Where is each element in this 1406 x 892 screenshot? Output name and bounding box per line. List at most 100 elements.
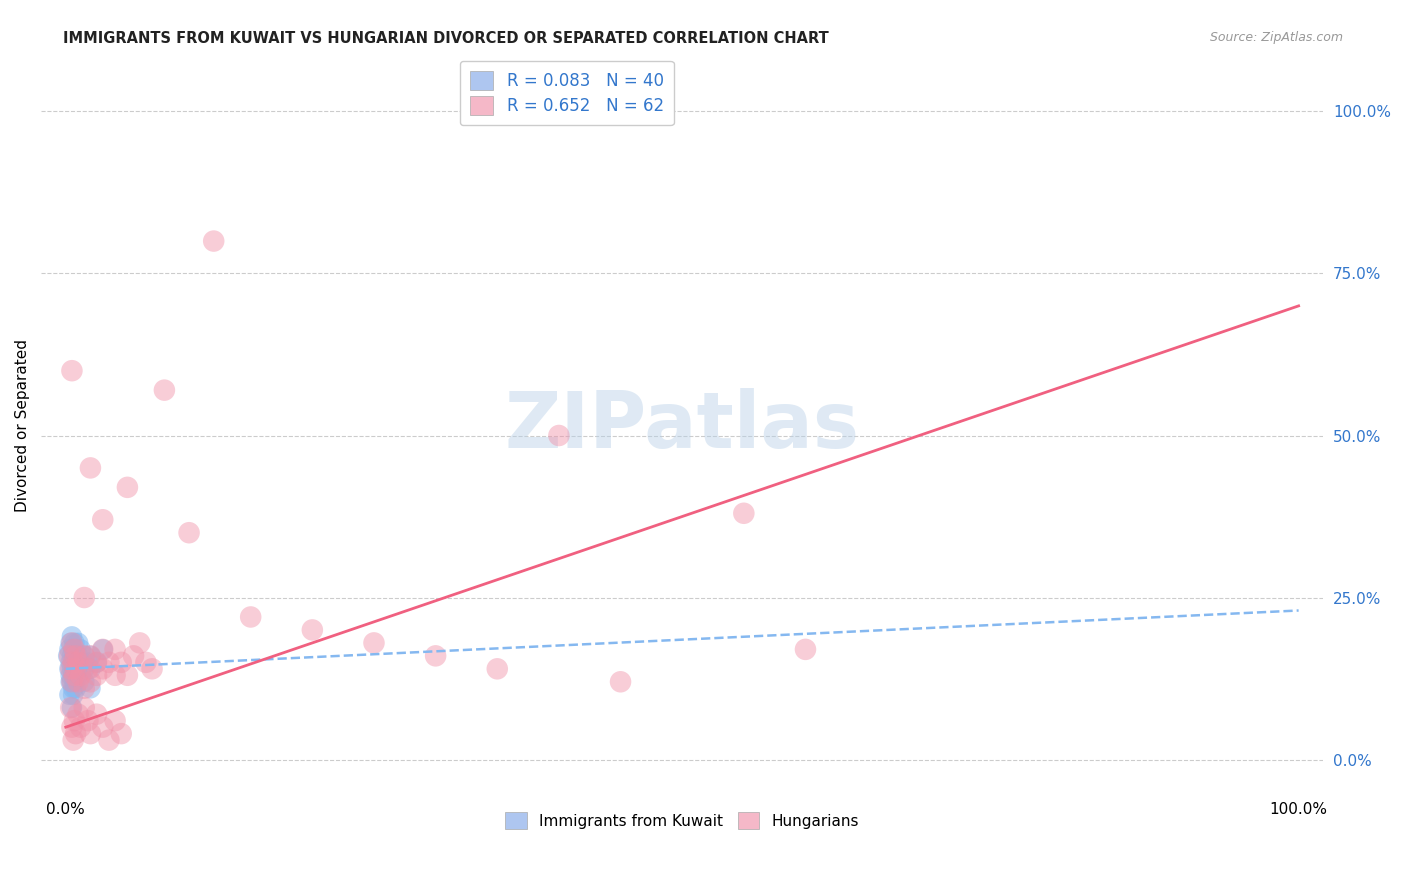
Point [62,668,84,682]
Text: ZIPatlas: ZIPatlas [505,388,859,464]
Point [69,668,91,682]
Point [86,656,108,670]
Point [59,662,82,676]
Point [62,656,84,670]
Point [62,642,84,657]
Point [65,656,87,670]
Point [67,636,90,650]
Point [73,591,96,605]
Point [69,656,91,670]
Point [91,513,114,527]
Point [62,656,84,670]
Point [65,662,87,676]
Point [97,733,120,747]
Point [79,648,101,663]
Point [86,656,108,670]
Point [67,707,90,722]
Point [67,674,90,689]
Point [58,648,80,663]
Point [59,700,82,714]
Point [69,642,91,657]
Point [63,674,86,689]
Point [91,642,114,657]
Point [77,714,100,728]
Point [79,726,101,740]
Point [58,642,80,657]
Point [60,648,83,663]
Point [60,674,83,689]
Point [60,662,83,676]
Point [86,668,108,682]
Point [363,636,385,650]
Point [104,668,127,682]
Point [58,648,80,663]
Point [79,662,101,676]
Point [110,726,132,740]
Point [73,681,96,696]
Text: IMMIGRANTS FROM KUWAIT VS HUNGARIAN DIVORCED OR SEPARATED CORRELATION CHART: IMMIGRANTS FROM KUWAIT VS HUNGARIAN DIVO… [63,31,830,46]
Point [60,674,83,689]
Point [153,383,176,397]
Point [79,461,101,475]
Point [60,700,83,714]
Point [73,648,96,663]
Point [91,662,114,676]
Point [97,656,120,670]
Point [104,714,127,728]
Text: Source: ZipAtlas.com: Source: ZipAtlas.com [1209,31,1343,45]
Point [58,662,80,676]
Point [91,642,114,657]
Point [91,720,114,734]
Point [733,506,755,520]
Point [609,674,631,689]
Point [59,656,82,670]
Point [177,525,200,540]
Point [67,648,90,663]
Y-axis label: Divorced or Separated: Divorced or Separated [15,339,30,512]
Point [63,662,86,676]
Point [86,707,108,722]
Point [63,636,86,650]
Point [67,656,90,670]
Point [73,674,96,689]
Point [548,428,571,442]
Legend: Immigrants from Kuwait, Hungarians: Immigrants from Kuwait, Hungarians [499,805,865,836]
Point [63,642,86,657]
Point [65,668,87,682]
Point [73,648,96,663]
Point [63,648,86,663]
Point [63,714,86,728]
Point [79,648,101,663]
Point [59,674,82,689]
Point [59,668,82,682]
Point [65,681,87,696]
Point [59,636,82,650]
Point [73,700,96,714]
Point [60,720,83,734]
Point [79,674,101,689]
Point [58,688,80,702]
Point [135,656,157,670]
Point [794,642,817,657]
Point [301,623,323,637]
Point [62,681,84,696]
Point [77,662,100,676]
Point [62,733,84,747]
Point [66,662,89,676]
Point [425,648,447,663]
Point [67,668,90,682]
Point [79,681,101,696]
Point [239,610,262,624]
Point [104,642,127,657]
Point [73,662,96,676]
Point [69,720,91,734]
Point [128,636,150,650]
Point [63,668,86,682]
Point [110,656,132,670]
Point [77,656,100,670]
Point [141,662,163,676]
Point [60,629,83,643]
Point [62,688,84,702]
Point [65,648,87,663]
Point [60,636,83,650]
